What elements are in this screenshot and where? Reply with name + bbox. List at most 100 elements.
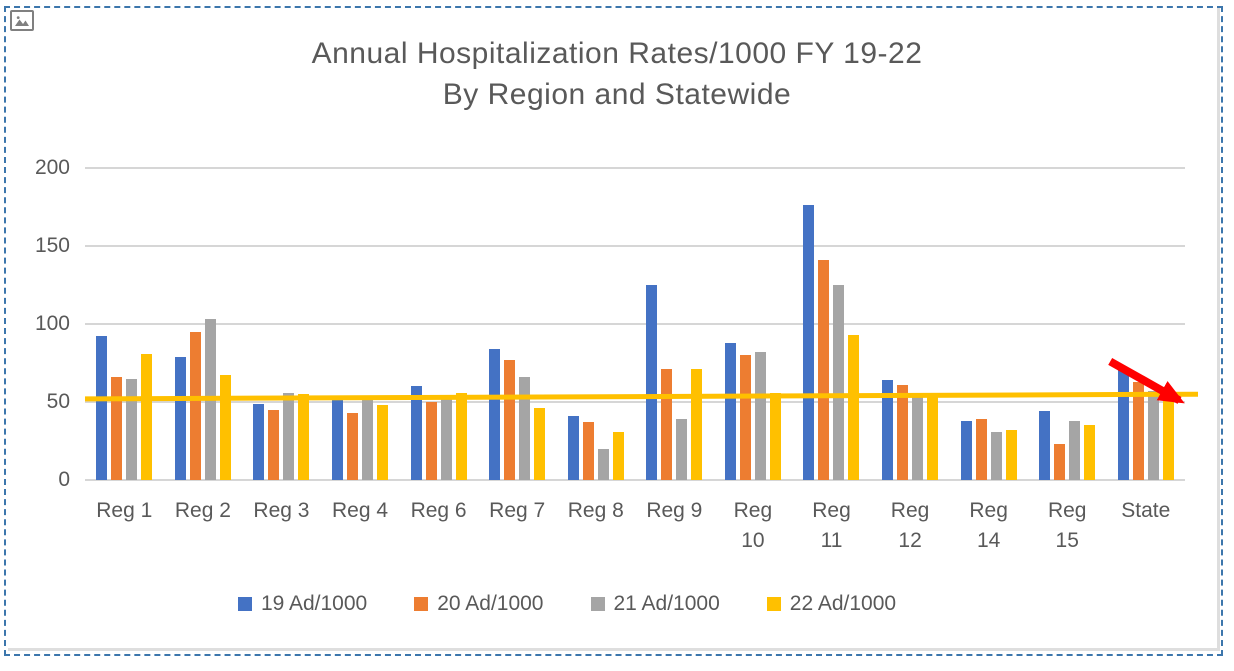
x-tick-label-state: State xyxy=(1121,499,1171,522)
bar-21-ad-1000-reg-2 xyxy=(204,319,216,480)
x-tick-label-reg-3: Reg 3 xyxy=(253,499,310,522)
x-tick-label-reg-2: Reg 2 xyxy=(174,499,231,522)
bar-19-ad-1000-reg-9 xyxy=(646,285,658,480)
bar-22-ad-1000-state xyxy=(1162,394,1174,480)
bar-21-ad-1000-reg-6 xyxy=(440,398,452,480)
bar-group-reg-11 xyxy=(792,168,871,480)
legend-swatch-19-ad-1000 xyxy=(237,597,252,611)
bar-20-ad-1000-reg-3 xyxy=(268,409,280,480)
bar-22-ad-1000-reg-9 xyxy=(691,369,703,480)
bar-22-ad-1000-reg-2 xyxy=(219,375,231,480)
x-tick-label-reg-11: Reg 11 xyxy=(812,499,851,552)
bar-21-ad-1000-reg-7 xyxy=(519,377,531,480)
bar-22-ad-1000-reg-15 xyxy=(1084,425,1096,480)
x-tick-label-reg-15: Reg 15 xyxy=(1047,499,1087,552)
bar-22-ad-1000-reg-4 xyxy=(377,405,389,480)
bar-group-reg-15 xyxy=(1028,168,1107,480)
x-axis-labels: Reg 1 Reg 2 Reg 3 Reg 4 Reg 6 Reg 7 Reg 8 Reg 9… xyxy=(85,496,1185,556)
bar-20-ad-1000-reg-15 xyxy=(1054,444,1066,480)
bar-20-ad-1000-reg-10 xyxy=(739,355,751,480)
x-tick-label-reg-1: Reg 1 xyxy=(96,499,153,522)
x-tick-label-reg-8: Reg 8 xyxy=(567,499,624,522)
bar-22-ad-1000-reg-14 xyxy=(1005,430,1017,480)
legend-swatch-21-ad-1000 xyxy=(590,597,605,611)
bar-22-ad-1000-reg-7 xyxy=(534,408,546,480)
legend-item-20-ad-1000: 20 Ad/1000 xyxy=(414,592,544,616)
bar-21-ad-1000-reg-9 xyxy=(676,419,688,480)
x-tick-label-reg-12: Reg 12 xyxy=(890,499,930,552)
plot-area xyxy=(84,167,1199,481)
legend-item-21-ad-1000: 21 Ad/1000 xyxy=(590,592,720,616)
bar-19-ad-1000-reg-1 xyxy=(96,336,108,480)
legend-item-22-ad-1000: 22 Ad/1000 xyxy=(766,592,897,616)
legend-item-19-ad-1000: 19 Ad/1000 xyxy=(237,592,368,616)
bar-group-state xyxy=(1107,168,1186,480)
bar-21-ad-1000-reg-4 xyxy=(362,400,374,480)
gridline-50 xyxy=(85,401,1185,403)
chart-title-line-1: Annual Hospitalization Rates/1000 FY 19-… xyxy=(311,37,923,70)
x-tick-label-reg-14: Reg 14 xyxy=(969,499,1008,552)
bar-21-ad-1000-reg-12 xyxy=(912,397,924,480)
y-tick-label-200: 200 xyxy=(34,156,70,179)
chart-image-frame xyxy=(8,8,1220,651)
legend-label-19-ad-1000: 19 Ad/1000 xyxy=(260,592,368,615)
bar-21-ad-1000-reg-8 xyxy=(597,448,609,480)
bar-group-reg-12 xyxy=(871,168,950,480)
bar-19-ad-1000-reg-14 xyxy=(960,420,972,480)
bar-group-reg-4 xyxy=(321,168,400,480)
legend-swatch-20-ad-1000 xyxy=(414,597,429,611)
bar-20-ad-1000-reg-9 xyxy=(661,369,673,480)
chart-title: Annual Hospitalization Rates/1000 FY 19-… xyxy=(0,33,1234,115)
bar-19-ad-1000-state xyxy=(1117,367,1129,480)
bar-group-reg-3 xyxy=(242,168,321,480)
bar-group-reg-6 xyxy=(399,168,478,480)
bar-22-ad-1000-reg-8 xyxy=(612,431,624,480)
bar-20-ad-1000-reg-2 xyxy=(189,331,201,480)
gridline-100 xyxy=(85,323,1185,325)
legend-label-21-ad-1000: 21 Ad/1000 xyxy=(613,592,720,615)
bar-group-reg-8 xyxy=(556,168,635,480)
gridline-0 xyxy=(85,479,1185,481)
bar-21-ad-1000-state xyxy=(1147,391,1159,480)
bar-group-reg-10 xyxy=(714,168,793,480)
bar-21-ad-1000-reg-14 xyxy=(990,431,1002,480)
bar-19-ad-1000-reg-8 xyxy=(567,416,579,480)
bar-20-ad-1000-reg-1 xyxy=(111,377,123,480)
bar-21-ad-1000-reg-3 xyxy=(283,392,295,480)
bar-19-ad-1000-reg-2 xyxy=(174,356,186,480)
bar-group-reg-1 xyxy=(85,168,164,480)
bar-20-ad-1000-reg-7 xyxy=(504,359,516,480)
bar-22-ad-1000-reg-10 xyxy=(769,392,781,480)
x-tick-label-reg-6: Reg 6 xyxy=(410,499,467,522)
bar-19-ad-1000-reg-4 xyxy=(332,400,344,480)
y-tick-label-100: 100 xyxy=(34,312,70,335)
bar-20-ad-1000-reg-14 xyxy=(975,419,987,480)
bar-groups xyxy=(85,168,1185,480)
legend-label-20-ad-1000: 20 Ad/1000 xyxy=(437,592,544,615)
bar-21-ad-1000-reg-10 xyxy=(754,352,766,480)
x-tick-label-reg-7: Reg 7 xyxy=(489,499,546,522)
bar-22-ad-1000-reg-11 xyxy=(848,334,860,480)
image-placeholder-icon[interactable] xyxy=(10,10,34,31)
bar-20-ad-1000-reg-12 xyxy=(897,384,909,480)
bar-group-reg-7 xyxy=(478,168,557,480)
y-tick-label-0: 0 xyxy=(58,468,70,491)
y-tick-label-50: 50 xyxy=(46,390,70,413)
chart-legend: 19 Ad/1000 20 Ad/1000 21 Ad/1000 22 Ad/1000 xyxy=(0,592,1184,616)
bar-22-ad-1000-reg-6 xyxy=(455,392,467,480)
legend-label-22-ad-1000: 22 Ad/1000 xyxy=(789,592,897,615)
gridline-150 xyxy=(85,245,1185,247)
bar-19-ad-1000-reg-3 xyxy=(253,403,265,480)
bar-group-reg-9 xyxy=(635,168,714,480)
bar-21-ad-1000-reg-1 xyxy=(126,378,138,480)
bar-19-ad-1000-reg-15 xyxy=(1039,411,1051,480)
bar-19-ad-1000-reg-11 xyxy=(803,205,815,480)
bar-group-reg-2 xyxy=(164,168,243,480)
bar-19-ad-1000-reg-12 xyxy=(882,380,894,480)
bar-22-ad-1000-reg-3 xyxy=(298,394,310,480)
bar-21-ad-1000-reg-15 xyxy=(1069,420,1081,480)
bar-20-ad-1000-reg-6 xyxy=(425,402,437,480)
bar-21-ad-1000-reg-11 xyxy=(833,285,845,480)
x-tick-label-reg-10: Reg 10 xyxy=(733,499,773,552)
bar-group-reg-14 xyxy=(949,168,1028,480)
